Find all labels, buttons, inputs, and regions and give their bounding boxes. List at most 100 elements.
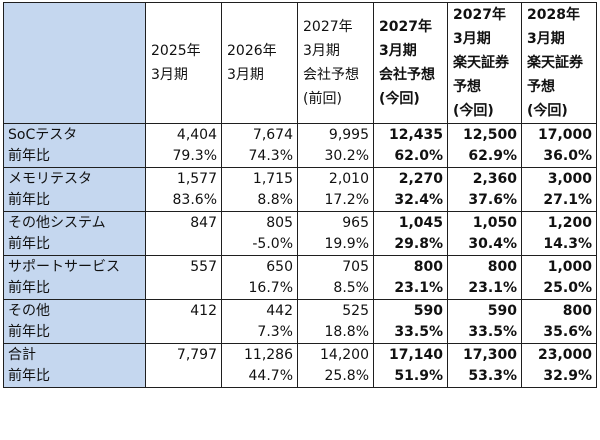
yoy-cell: 30.2%: [297, 146, 374, 168]
value-cell: 7,674: [221, 123, 298, 146]
yoy-cell: [145, 322, 222, 344]
header-fy2027-company-current: 2027年 3月期 会社予想 (今回): [373, 2, 448, 124]
yoy-cell: 44.7%: [221, 366, 298, 388]
value-cell: 12,500: [447, 123, 522, 146]
yoy-cell: 29.8%: [373, 234, 448, 256]
yoy-cell: 27.1%: [521, 190, 597, 212]
header-line: 2028年: [527, 7, 580, 23]
segment-label: メモリテスタ: [3, 167, 146, 190]
yoy-row: 前年比 -5.0% 19.9% 29.8% 30.4% 14.3%: [3, 234, 597, 256]
value-cell: 9,995: [297, 123, 374, 146]
yoy-cell: 16.7%: [221, 278, 298, 300]
segment-label: SoCテスタ: [3, 123, 146, 146]
yoy-row: 前年比 79.3% 74.3% 30.2% 62.0% 62.9% 36.0%: [3, 146, 597, 168]
value-cell: 17,300: [447, 343, 522, 366]
header-line: 2025年: [151, 43, 201, 59]
header-fy2025: 2025年 3月期: [145, 2, 222, 124]
header-fy2026: 2026年 3月期: [221, 2, 298, 124]
yoy-label: 前年比: [3, 278, 146, 300]
yoy-row: 前年比 44.7% 25.8% 51.9% 53.3% 32.9%: [3, 366, 597, 388]
yoy-cell: 62.9%: [447, 146, 522, 168]
value-cell: 2,270: [373, 167, 448, 190]
value-cell: 3,000: [521, 167, 597, 190]
yoy-row: 前年比 16.7% 8.5% 23.1% 23.1% 25.0%: [3, 278, 597, 300]
value-cell: 1,200: [521, 211, 597, 234]
header-line: 楽天証券: [453, 55, 509, 71]
value-cell: 412: [145, 299, 222, 322]
segment-value-row: その他システム 847 805 965 1,045 1,050 1,200: [3, 211, 597, 234]
segment-value-row: サポートサービス 557 650 705 800 800 1,000: [3, 255, 597, 278]
value-cell: 2,360: [447, 167, 522, 190]
yoy-cell: 83.6%: [145, 190, 222, 212]
header-line: 予想: [453, 79, 481, 95]
yoy-cell: 18.8%: [297, 322, 374, 344]
value-cell: 705: [297, 255, 374, 278]
value-cell: 800: [373, 255, 448, 278]
yoy-cell: 51.9%: [373, 366, 448, 388]
yoy-label: 前年比: [3, 322, 146, 344]
yoy-cell: 62.0%: [373, 146, 448, 168]
header-corner-cell: [3, 2, 146, 124]
yoy-cell: [145, 366, 222, 388]
header-line: 予想: [527, 79, 555, 95]
value-cell: 800: [521, 299, 597, 322]
yoy-cell: 35.6%: [521, 322, 597, 344]
value-cell: 11,286: [221, 343, 298, 366]
yoy-cell: [145, 278, 222, 300]
yoy-label: 前年比: [3, 146, 146, 168]
yoy-cell: 14.3%: [521, 234, 597, 256]
value-cell: 1,045: [373, 211, 448, 234]
value-cell: 23,000: [521, 343, 597, 366]
yoy-label: 前年比: [3, 234, 146, 256]
yoy-cell: 32.4%: [373, 190, 448, 212]
header-fy2027-rakuten-current: 2027年 3月期 楽天証券 予想 (今回): [447, 2, 522, 124]
yoy-cell: 17.2%: [297, 190, 374, 212]
value-cell: 12,435: [373, 123, 448, 146]
header-line: (前回): [303, 91, 342, 107]
header-line: (今回): [379, 91, 420, 107]
yoy-cell: 37.6%: [447, 190, 522, 212]
forecast-table: 2025年 3月期 2026年 3月期 2027年 3月期 会社予想 (前回) …: [3, 2, 597, 388]
header-line: (今回): [453, 103, 494, 119]
yoy-cell: 79.3%: [145, 146, 222, 168]
yoy-row: 前年比 7.3% 18.8% 33.5% 33.5% 35.6%: [3, 322, 597, 344]
yoy-cell: 36.0%: [521, 146, 597, 168]
yoy-cell: 25.0%: [521, 278, 597, 300]
header-line: 3月期: [303, 43, 340, 59]
header-line: 2027年: [303, 19, 353, 35]
value-cell: 965: [297, 211, 374, 234]
header-line: 3月期: [453, 31, 491, 47]
segment-label: その他: [3, 299, 146, 322]
yoy-cell: 7.3%: [221, 322, 298, 344]
segment-label: 合計: [3, 343, 146, 366]
header-line: 3月期: [527, 31, 565, 47]
yoy-cell: 53.3%: [447, 366, 522, 388]
value-cell: 1,000: [521, 255, 597, 278]
value-cell: 4,404: [145, 123, 222, 146]
yoy-row: 前年比 83.6% 8.8% 17.2% 32.4% 37.6% 27.1%: [3, 190, 597, 212]
yoy-cell: -5.0%: [221, 234, 298, 256]
value-cell: 7,797: [145, 343, 222, 366]
header-line: 3月期: [227, 67, 264, 83]
yoy-cell: 23.1%: [447, 278, 522, 300]
value-cell: 590: [447, 299, 522, 322]
header-fy2027-company-previous: 2027年 3月期 会社予想 (前回): [297, 2, 374, 124]
segment-label: その他システム: [3, 211, 146, 234]
yoy-cell: 32.9%: [521, 366, 597, 388]
yoy-cell: 19.9%: [297, 234, 374, 256]
value-cell: 1,715: [221, 167, 298, 190]
value-cell: 17,000: [521, 123, 597, 146]
value-cell: 590: [373, 299, 448, 322]
header-line: 2026年: [227, 43, 277, 59]
value-cell: 2,010: [297, 167, 374, 190]
header-line: 楽天証券: [527, 55, 583, 71]
yoy-cell: 23.1%: [373, 278, 448, 300]
yoy-cell: 8.8%: [221, 190, 298, 212]
header-line: 3月期: [151, 67, 188, 83]
segment-label: サポートサービス: [3, 255, 146, 278]
value-cell: 14,200: [297, 343, 374, 366]
header-line: 会社予想: [303, 67, 359, 83]
segment-value-row: 合計 7,797 11,286 14,200 17,140 17,300 23,000: [3, 343, 597, 366]
yoy-label: 前年比: [3, 366, 146, 388]
table-body: SoCテスタ 4,404 7,674 9,995 12,435 12,500 17,000 前…: [3, 123, 597, 388]
